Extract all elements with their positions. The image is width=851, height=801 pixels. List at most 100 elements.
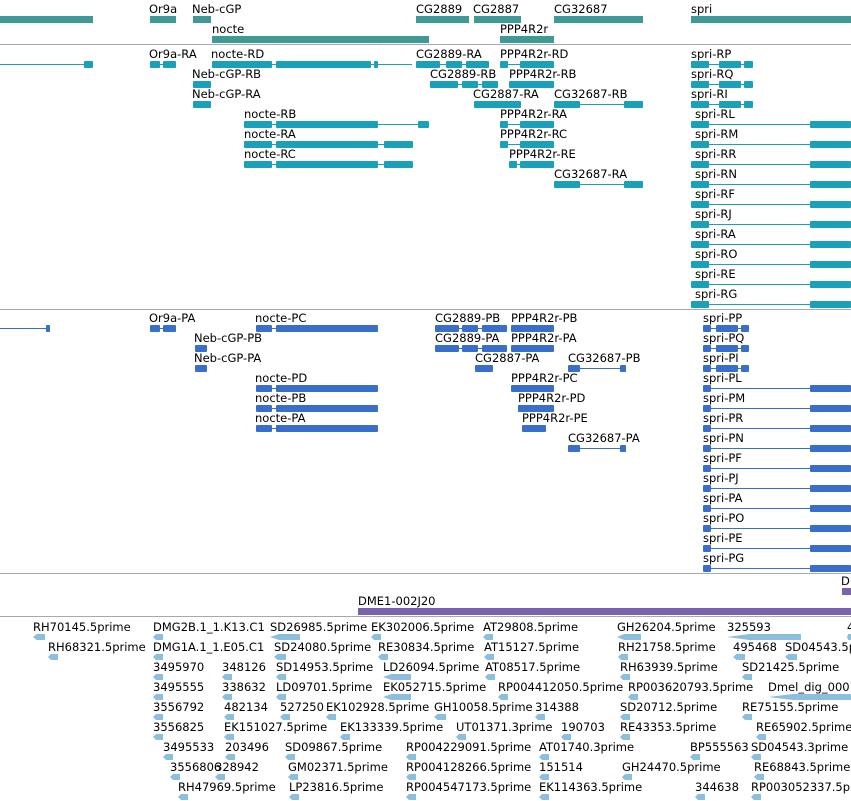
est-bar[interactable]	[456, 734, 466, 740]
est-bar[interactable]	[539, 794, 549, 800]
est-bar[interactable]	[847, 634, 851, 640]
est-bar[interactable]	[276, 674, 286, 680]
est-bar[interactable]	[742, 674, 752, 680]
protein-label: Neb-cGP-PB	[194, 331, 263, 345]
est-bar[interactable]	[163, 754, 173, 760]
est-bar[interactable]	[326, 714, 336, 720]
gene-bar[interactable]	[500, 36, 554, 43]
exon-block	[256, 405, 272, 412]
est-bar[interactable]	[561, 734, 571, 740]
transcript-label: nocte-RC	[244, 147, 296, 161]
est-bar[interactable]	[406, 774, 416, 780]
est-bar[interactable]	[153, 714, 163, 720]
est-bar[interactable]	[153, 674, 163, 680]
est-bar[interactable]	[617, 634, 641, 640]
est-bar[interactable]	[620, 714, 630, 720]
est-bar[interactable]	[690, 754, 700, 760]
est-bar[interactable]	[288, 774, 298, 780]
est-bar[interactable]	[628, 694, 638, 700]
exon-block	[810, 141, 851, 148]
est-bar[interactable]	[727, 634, 801, 640]
est-bar[interactable]	[289, 794, 299, 800]
misc-bar[interactable]	[358, 608, 851, 615]
transcript-label: CG2889-RA	[416, 47, 482, 61]
est-bar[interactable]	[535, 714, 545, 720]
est-bar[interactable]	[484, 654, 494, 660]
est-bar[interactable]	[371, 634, 381, 640]
transcript-label: spri-RI	[691, 87, 728, 101]
est-bar[interactable]	[225, 754, 235, 760]
est-bar[interactable]	[434, 714, 446, 720]
est-bar[interactable]	[224, 734, 234, 740]
exon-block	[703, 365, 711, 372]
protein-label: spri-PI	[703, 351, 739, 365]
gene-bar[interactable]	[193, 16, 211, 23]
est-bar[interactable]	[222, 674, 232, 680]
est-bar[interactable]	[498, 694, 508, 700]
est-bar[interactable]	[215, 774, 225, 780]
est-bar[interactable]	[539, 774, 549, 780]
est-bar[interactable]	[383, 674, 411, 680]
est-label: 482134	[224, 700, 268, 714]
est-bar[interactable]	[153, 654, 163, 660]
est-bar[interactable]	[276, 694, 286, 700]
est-bar[interactable]	[224, 714, 234, 720]
est-bar[interactable]	[383, 694, 411, 700]
est-label: SD24080.5prime	[274, 640, 372, 654]
est-bar[interactable]	[618, 654, 628, 660]
protein-label: nocte-PB	[255, 391, 307, 405]
exon-block	[276, 325, 378, 332]
est-bar[interactable]	[222, 694, 232, 700]
est-bar[interactable]	[33, 634, 45, 640]
est-label: SD04543.5prime	[785, 640, 851, 654]
est-bar[interactable]	[153, 694, 163, 700]
est-bar[interactable]	[170, 774, 180, 780]
est-bar[interactable]	[378, 654, 388, 660]
exon-block	[691, 241, 709, 248]
est-label: RE68843.5prime	[754, 760, 851, 774]
misc-bar[interactable]	[842, 588, 851, 595]
est-bar[interactable]	[48, 654, 58, 660]
est-bar[interactable]	[280, 714, 290, 720]
gene-bar[interactable]	[150, 16, 176, 23]
est-bar[interactable]	[340, 734, 350, 740]
exon-block	[810, 201, 851, 208]
est-bar[interactable]	[756, 734, 766, 740]
exon-block	[620, 445, 626, 452]
intron-line	[703, 408, 851, 409]
est-bar[interactable]	[178, 794, 188, 800]
est-bar[interactable]	[768, 694, 851, 700]
est-bar[interactable]	[622, 774, 632, 780]
est-bar[interactable]	[695, 794, 705, 800]
est-bar[interactable]	[483, 634, 493, 640]
est-bar[interactable]	[751, 794, 761, 800]
gene-bar[interactable]	[554, 16, 643, 23]
est-bar[interactable]	[270, 634, 300, 640]
est-bar[interactable]	[539, 754, 549, 760]
exon-block	[691, 181, 709, 188]
est-bar[interactable]	[274, 654, 286, 660]
est-bar[interactable]	[285, 754, 295, 760]
gene-bar[interactable]	[416, 16, 469, 23]
est-bar[interactable]	[751, 754, 761, 760]
exon-block	[810, 525, 851, 532]
est-bar[interactable]	[485, 674, 495, 680]
est-bar[interactable]	[153, 734, 163, 740]
est-bar[interactable]	[406, 794, 416, 800]
est-bar[interactable]	[754, 774, 764, 780]
est-bar[interactable]	[742, 714, 752, 720]
est-bar[interactable]	[153, 634, 163, 640]
gene-bar[interactable]	[691, 16, 851, 23]
gene-bar[interactable]	[474, 16, 521, 23]
protein-label: spri-PQ	[703, 331, 745, 345]
gene-bar[interactable]	[0, 16, 93, 23]
protein-label: spri-PF	[703, 451, 742, 465]
est-bar[interactable]	[620, 734, 630, 740]
est-bar[interactable]	[785, 654, 797, 660]
gene-label: CG2889	[416, 2, 463, 16]
est-bar[interactable]	[733, 654, 745, 660]
est-bar[interactable]	[620, 674, 630, 680]
exon-block	[744, 101, 753, 108]
gene-bar[interactable]	[212, 36, 429, 43]
est-bar[interactable]	[406, 754, 416, 760]
